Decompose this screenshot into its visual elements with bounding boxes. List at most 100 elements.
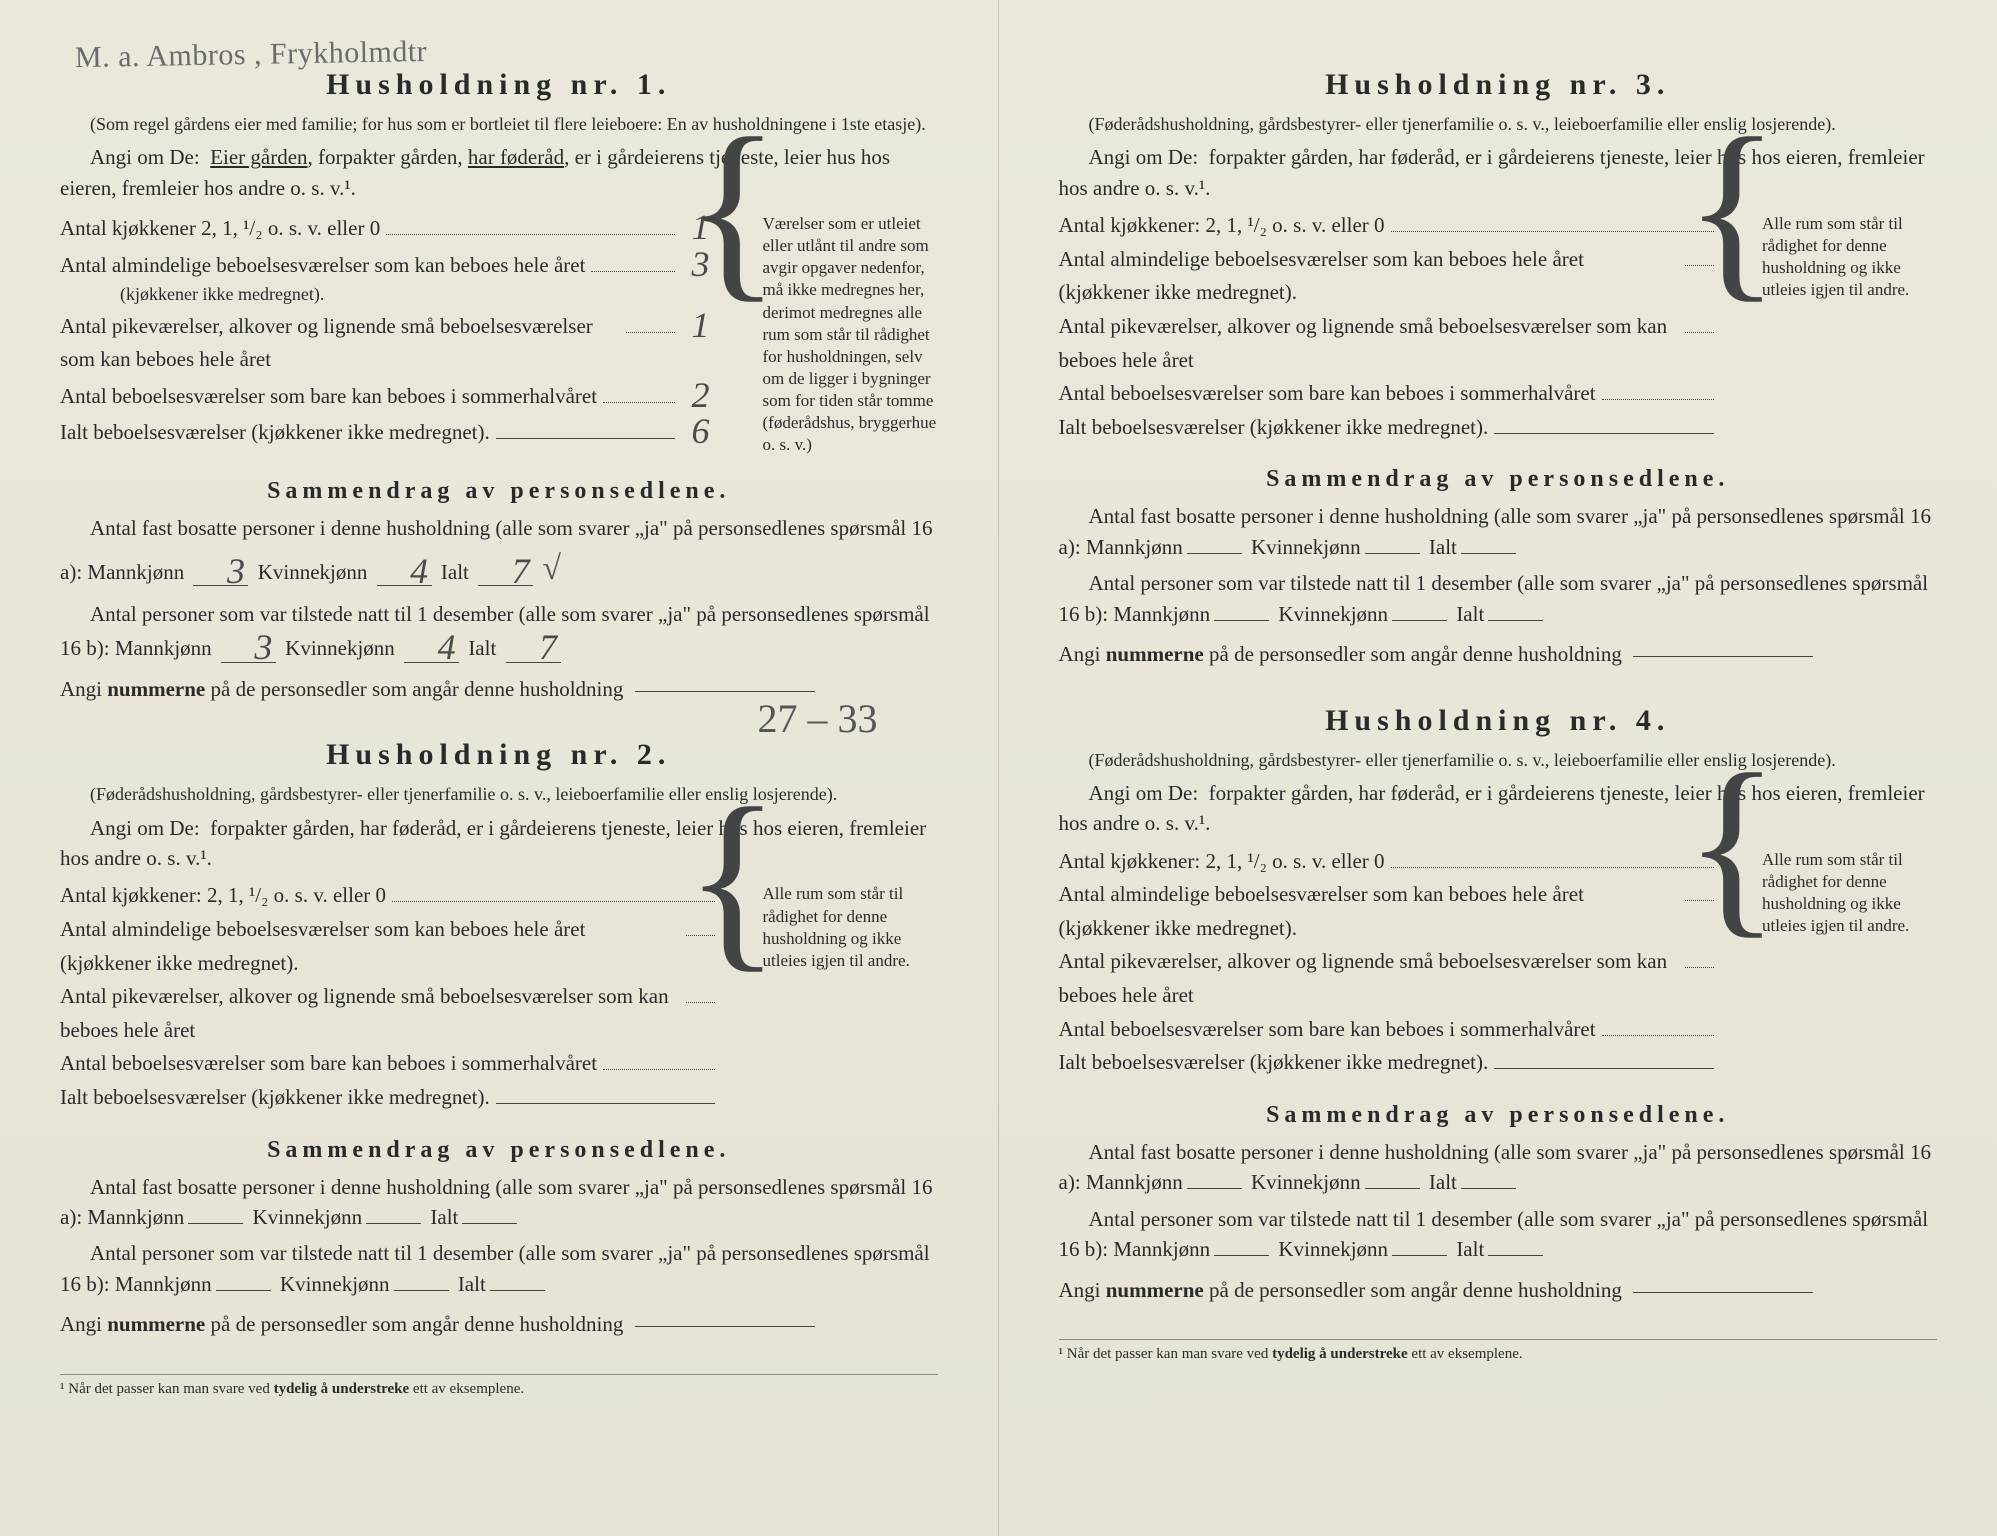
angi-prefix-2: Angi om De: xyxy=(90,816,200,840)
left-page: M. a. Ambros , Frykholmdtr Husholdning n… xyxy=(0,0,999,1536)
line-summer-rooms-3: Antal beboelsesværelser som bare kan beb… xyxy=(1059,377,1721,411)
line-total-rooms-3: Ialt beboelsesværelser (kjøkkener ikke m… xyxy=(1059,411,1721,445)
summary-4-b: Antal personer som var tilstede natt til… xyxy=(1059,1204,1938,1265)
household-1-title: Husholdning nr. 1. xyxy=(60,68,938,102)
kvinne-a-val: 4 xyxy=(377,557,432,587)
summary-4a-text: Antal fast bosatte personer i denne hush… xyxy=(1059,1140,1932,1194)
summer-rooms-label-4: Antal beboelsesværelser som bare kan beb… xyxy=(1059,1013,1596,1047)
blank xyxy=(462,1223,517,1224)
angi-nummer-3: Angi nummerne på de personsedler som ang… xyxy=(1059,635,1938,669)
line-summer-rooms-2: Antal beboelsesværelser som bare kan beb… xyxy=(60,1047,721,1081)
tydelig-word: tydelig å understreke xyxy=(274,1381,410,1397)
blank xyxy=(1392,620,1447,621)
blank xyxy=(1365,1188,1420,1189)
summary-1-title: Sammendrag av personsedlene. xyxy=(60,478,938,505)
line-maid-rooms-2: Antal pikeværelser, alkover og lignende … xyxy=(60,980,721,1047)
kvinne-b-val: 4 xyxy=(404,633,459,663)
kvinne-label-3a: Kvinnekjønn xyxy=(1251,535,1361,559)
blank xyxy=(1187,553,1242,554)
nummer-blank-3 xyxy=(1633,635,1813,657)
dots xyxy=(1602,378,1714,400)
blank xyxy=(366,1223,421,1224)
kvinne-label-4b: Kvinnekjønn xyxy=(1278,1237,1388,1261)
dots xyxy=(626,311,675,333)
blank xyxy=(1488,1255,1543,1256)
ialt-label-b: Ialt xyxy=(468,636,496,660)
blank xyxy=(490,1290,545,1291)
blank xyxy=(1494,1047,1714,1069)
summary-2-title: Sammendrag av personsedlene. xyxy=(60,1137,938,1164)
summary-2-b: Antal personer som var tilstede natt til… xyxy=(60,1238,938,1299)
margin-handwriting: M. a. Ambros , Frykholmdtr xyxy=(75,35,428,75)
maid-rooms-label-2: Antal pikeværelser, alkover og lignende … xyxy=(60,980,680,1047)
maid-rooms-label: Antal pikeværelser, alkover og lignende … xyxy=(60,310,620,377)
dots xyxy=(591,250,674,272)
line-summer-rooms: Antal beboelsesværelser som bare kan beb… xyxy=(60,377,721,414)
summary-4-title: Sammendrag av personsedlene. xyxy=(1059,1102,1938,1129)
line-rooms-year: Antal almindelige beboelsesværelser som … xyxy=(60,246,721,283)
blank xyxy=(1488,620,1543,621)
household-4-angi: Angi om De: forpakter gården, har føderå… xyxy=(1059,778,1938,839)
blank xyxy=(1214,1255,1269,1256)
line-maid-rooms-4: Antal pikeværelser, alkover og lignende … xyxy=(1059,945,1721,1012)
mann-label-3a: Mannkjønn xyxy=(1086,535,1183,559)
dots xyxy=(603,1048,714,1070)
household-1-angi: Angi om De: Eier gården, forpakter gårde… xyxy=(60,142,938,203)
kvinne-label: Kvinnekjønn xyxy=(258,560,368,584)
ialt-label-3a: Ialt xyxy=(1429,535,1457,559)
ialt-label-3b: Ialt xyxy=(1456,602,1484,626)
rooms-year-label-4: Antal almindelige beboelsesværelser som … xyxy=(1059,878,1679,945)
blank xyxy=(1494,412,1714,434)
rooms-year-label: Antal almindelige beboelsesværelser som … xyxy=(60,249,585,283)
summary-4-a: Antal fast bosatte personer i denne hush… xyxy=(1059,1137,1938,1198)
line-rooms-year-4: Antal almindelige beboelsesværelser som … xyxy=(1059,878,1721,945)
line-kitchens-4: Antal kjøkkener: 2, 1, ¹/₂ o. s. v. elle… xyxy=(1059,845,1721,879)
rooms-year-note: (kjøkkener ikke medregnet). xyxy=(120,282,721,306)
household-4: Husholdning nr. 4. (Føderådshusholdning,… xyxy=(1059,704,1938,1306)
kvinne-label-3b: Kvinnekjønn xyxy=(1278,602,1388,626)
angi-underline-b: har føderåd xyxy=(468,145,564,169)
household-3-form: Antal kjøkkener: 2, 1, ¹/₂ o. s. v. elle… xyxy=(1059,209,1721,444)
kitchens-label: Antal kjøkkener 2, 1, ¹/₂ o. s. v. eller… xyxy=(60,212,380,246)
rooms-year-label-3: Antal almindelige beboelsesværelser som … xyxy=(1059,243,1679,310)
document-spread: M. a. Ambros , Frykholmdtr Husholdning n… xyxy=(0,0,1997,1536)
angi-underline-a: Eier gården xyxy=(210,145,307,169)
blank xyxy=(1461,553,1516,554)
household-2-subtitle: (Føderådshusholdning, gårdsbestyrer- ell… xyxy=(60,782,938,806)
ialt-label-2a: Ialt xyxy=(430,1205,458,1229)
kvinne-label-2a: Kvinnekjønn xyxy=(252,1205,362,1229)
ialt-label-4a: Ialt xyxy=(1429,1170,1457,1194)
household-2: Husholdning nr. 2. (Føderådshusholdning,… xyxy=(60,738,938,1340)
household-4-form-row: Antal kjøkkener: 2, 1, ¹/₂ o. s. v. elle… xyxy=(1059,845,1938,1080)
total-rooms-label-4: Ialt beboelsesværelser (kjøkkener ikke m… xyxy=(1059,1046,1489,1080)
maid-rooms-label-3: Antal pikeværelser, alkover og lignende … xyxy=(1059,310,1679,377)
nummer-range-val: 27 – 33 xyxy=(758,690,878,748)
kitchens-label-2: Antal kjøkkener: 2, 1, ¹/₂ o. s. v. elle… xyxy=(60,879,386,913)
rooms-year-label-2: Antal almindelige beboelsesværelser som … xyxy=(60,913,680,980)
line-summer-rooms-4: Antal beboelsesværelser som bare kan beb… xyxy=(1059,1013,1721,1047)
ialt-label-4b: Ialt xyxy=(1456,1237,1484,1261)
dots xyxy=(392,880,714,902)
mann-label-4a: Mannkjønn xyxy=(1086,1170,1183,1194)
kvinne-label-4a: Kvinnekjønn xyxy=(1251,1170,1361,1194)
dots xyxy=(1391,846,1714,868)
total-rooms-value: 6 xyxy=(681,417,721,446)
line-kitchens-3: Antal kjøkkener: 2, 1, ¹/₂ o. s. v. elle… xyxy=(1059,209,1721,243)
nummer-blank-2 xyxy=(635,1305,815,1327)
household-4-form: Antal kjøkkener: 2, 1, ¹/₂ o. s. v. elle… xyxy=(1059,845,1721,1080)
kitchens-label-3: Antal kjøkkener: 2, 1, ¹/₂ o. s. v. elle… xyxy=(1059,209,1385,243)
blank xyxy=(1392,1255,1447,1256)
dots xyxy=(603,381,674,403)
household-3-form-row: Antal kjøkkener: 2, 1, ¹/₂ o. s. v. elle… xyxy=(1059,209,1938,444)
summer-rooms-value: 2 xyxy=(681,381,721,410)
maid-rooms-label-4: Antal pikeværelser, alkover og lignende … xyxy=(1059,945,1679,1012)
household-4-subtitle: (Føderådshusholdning, gårdsbestyrer- ell… xyxy=(1059,748,1938,772)
household-3-subtitle: (Føderådshusholdning, gårdsbestyrer- ell… xyxy=(1059,112,1938,136)
blank xyxy=(496,1082,715,1104)
footnote-left: ¹ Når det passer kan man svare ved tydel… xyxy=(60,1374,938,1398)
blank xyxy=(394,1290,449,1291)
summary-2-a: Antal fast bosatte personer i denne hush… xyxy=(60,1172,938,1233)
line-kitchens-2: Antal kjøkkener: 2, 1, ¹/₂ o. s. v. elle… xyxy=(60,879,721,913)
nummerne-word-3: nummerne xyxy=(1106,642,1204,666)
line-total-rooms-4: Ialt beboelsesværelser (kjøkkener ikke m… xyxy=(1059,1046,1721,1080)
